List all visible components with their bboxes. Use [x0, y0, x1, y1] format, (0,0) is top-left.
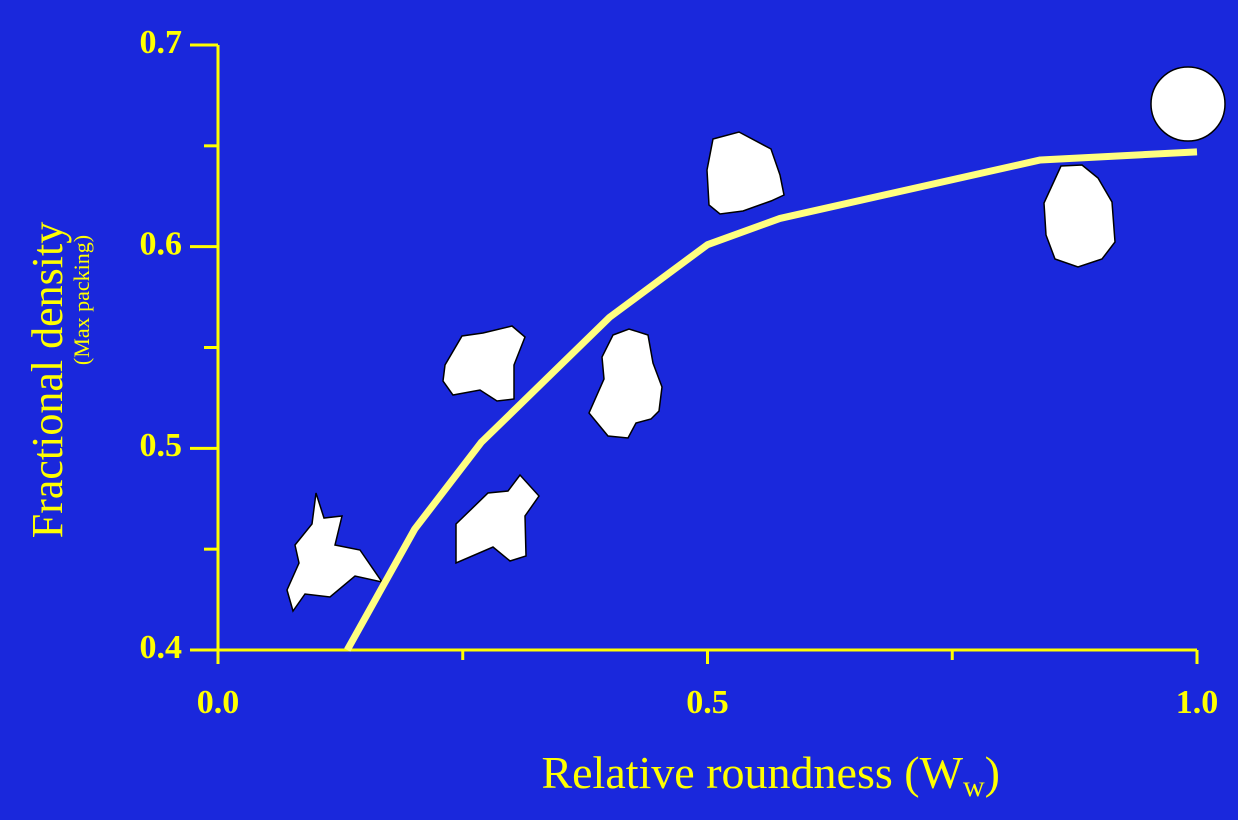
x-label-sub: w: [963, 770, 985, 803]
y-axis-label: Fractional density: [23, 222, 72, 539]
x-axis-label: Relative roundness (Ww): [541, 747, 1000, 803]
particle: [1150, 66, 1226, 142]
y-tick-label: 0.5: [140, 427, 183, 464]
y-tick-label: 0.4: [140, 629, 183, 666]
particle: [286, 492, 384, 613]
x-tick-label: 1.0: [1176, 684, 1219, 721]
particle: [588, 328, 663, 439]
x-tick-label: 0.5: [686, 684, 729, 721]
x-tick-label: 0.0: [197, 684, 240, 721]
y-axis-note: (Max packing): [69, 235, 94, 365]
y-tick-label: 0.6: [140, 225, 183, 262]
particle: [706, 131, 785, 215]
data-line: [344, 148, 1198, 652]
x-label-main: Relative roundness (W: [541, 747, 963, 798]
particles: [286, 66, 1226, 613]
y-tick-label: 0.7: [140, 24, 183, 61]
x-label-close: ): [985, 747, 1000, 798]
particle: [1043, 164, 1116, 268]
particle: [442, 325, 526, 402]
particle: [455, 473, 540, 565]
